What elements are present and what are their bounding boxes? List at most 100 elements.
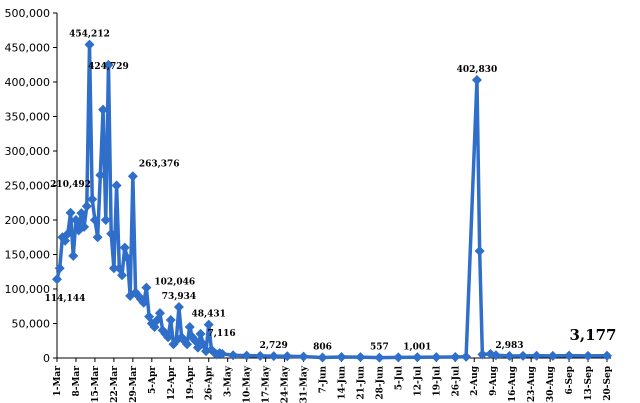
x-tick-label: 26-Apr	[205, 366, 215, 401]
y-tick-label: 500,000	[5, 7, 51, 20]
data-point	[141, 282, 152, 293]
data-label: 424,729	[88, 62, 129, 72]
data-label: 48,431	[191, 310, 225, 320]
axes	[56, 13, 611, 359]
data-point	[471, 75, 482, 86]
x-tick-label: 7-Jun	[319, 366, 329, 394]
data-point	[182, 339, 193, 350]
data-point	[355, 352, 366, 363]
y-tick-label: 150,000	[5, 249, 51, 262]
x-tick-label: 20-Sep	[603, 366, 613, 401]
x-tick-label: 21-Jun	[356, 366, 366, 400]
x-tick-label: 30-Aug	[546, 365, 556, 402]
x-tick-label: 29-Mar	[129, 366, 139, 403]
x-tick-label: 3-May	[224, 365, 234, 397]
y-tick-label: 0	[43, 352, 50, 365]
data-point	[54, 263, 65, 274]
data-point	[95, 170, 106, 181]
data-point	[98, 104, 109, 115]
data-point	[62, 228, 73, 239]
x-tick-label: 2-Aug	[470, 365, 480, 396]
series-line	[55, 42, 608, 360]
data-point	[84, 39, 95, 50]
x-axis-ticks: 1-Mar 8-Mar 15-Mar 22-Mar 29-Mar 5-Apr 12-Apr 1…	[53, 358, 613, 403]
data-point	[195, 328, 206, 339]
data-point	[336, 351, 347, 362]
data-point	[79, 221, 90, 232]
data-point	[477, 349, 488, 360]
data-point	[393, 352, 404, 363]
data-point	[76, 208, 87, 219]
data-point	[564, 350, 575, 361]
data-point	[255, 350, 266, 361]
x-tick-label: 8-Mar	[72, 366, 82, 397]
data-point	[119, 242, 130, 253]
data-point	[450, 351, 461, 362]
data-point	[184, 321, 195, 332]
data-point	[602, 350, 612, 361]
x-tick-label: 31-May	[300, 365, 310, 403]
x-tick-label: 15-Mar	[91, 366, 101, 403]
x-tick-label: 5-Jul	[394, 365, 404, 390]
y-tick-label: 50,000	[12, 318, 51, 331]
data-label: 1,001	[403, 342, 431, 352]
data-point	[490, 350, 501, 361]
data-point	[583, 350, 594, 361]
data-point	[163, 332, 174, 343]
data-point	[298, 351, 309, 362]
x-tick-label: 24-May	[281, 365, 291, 403]
data-point	[504, 350, 515, 361]
data-label: 806	[313, 342, 332, 352]
data-label: 210,492	[50, 180, 91, 190]
data-label: 3,177	[570, 326, 617, 344]
data-point	[127, 171, 138, 182]
data-point	[103, 59, 114, 70]
data-point	[100, 215, 111, 225]
y-tick-label: 300,000	[5, 145, 51, 158]
data-label: 73,934	[162, 292, 196, 302]
data-label: 7,116	[207, 329, 235, 339]
data-point	[81, 201, 92, 212]
data-point	[87, 194, 98, 205]
data-point	[92, 232, 103, 243]
data-label: 263,376	[139, 159, 180, 169]
x-tick-label: 19-Apr	[186, 366, 196, 401]
data-point	[173, 301, 184, 312]
data-point	[374, 352, 385, 363]
x-tick-label: 12-Jul	[413, 365, 423, 396]
x-tick-label: 14-Jun	[337, 366, 347, 400]
data-point	[138, 297, 149, 308]
data-point	[108, 263, 119, 274]
data-point	[431, 352, 442, 363]
y-tick-label: 100,000	[5, 283, 51, 296]
x-tick-label: 28-Jun	[375, 366, 385, 400]
x-tick-label: 10-May	[243, 365, 253, 403]
data-point	[203, 319, 214, 330]
data-labels: 114,144 210,492 454,212 424,729 263,376 102,0…	[45, 30, 617, 353]
x-tick-label: 6-Sep	[565, 366, 575, 395]
data-point	[531, 350, 542, 361]
data-point	[474, 246, 485, 257]
data-point	[217, 348, 228, 359]
data-point	[518, 350, 529, 361]
data-point	[117, 270, 128, 281]
series-group	[52, 39, 612, 363]
data-label: 2,729	[260, 341, 288, 351]
data-point	[547, 350, 558, 361]
y-tick-label: 450,000	[5, 42, 51, 55]
x-tick-label: 16-Aug	[508, 365, 518, 402]
x-tick-label: 17-May	[262, 365, 272, 403]
data-point	[282, 351, 293, 362]
data-point	[122, 252, 133, 263]
y-tick-label: 200,000	[5, 214, 51, 227]
data-point	[89, 215, 100, 225]
x-tick-label: 26-Jul	[451, 365, 461, 396]
data-point	[412, 352, 423, 363]
data-point	[317, 352, 328, 363]
data-label: 2,983	[495, 341, 523, 351]
data-point	[68, 250, 79, 261]
data-label: 102,046	[154, 278, 195, 288]
data-point	[268, 351, 279, 362]
